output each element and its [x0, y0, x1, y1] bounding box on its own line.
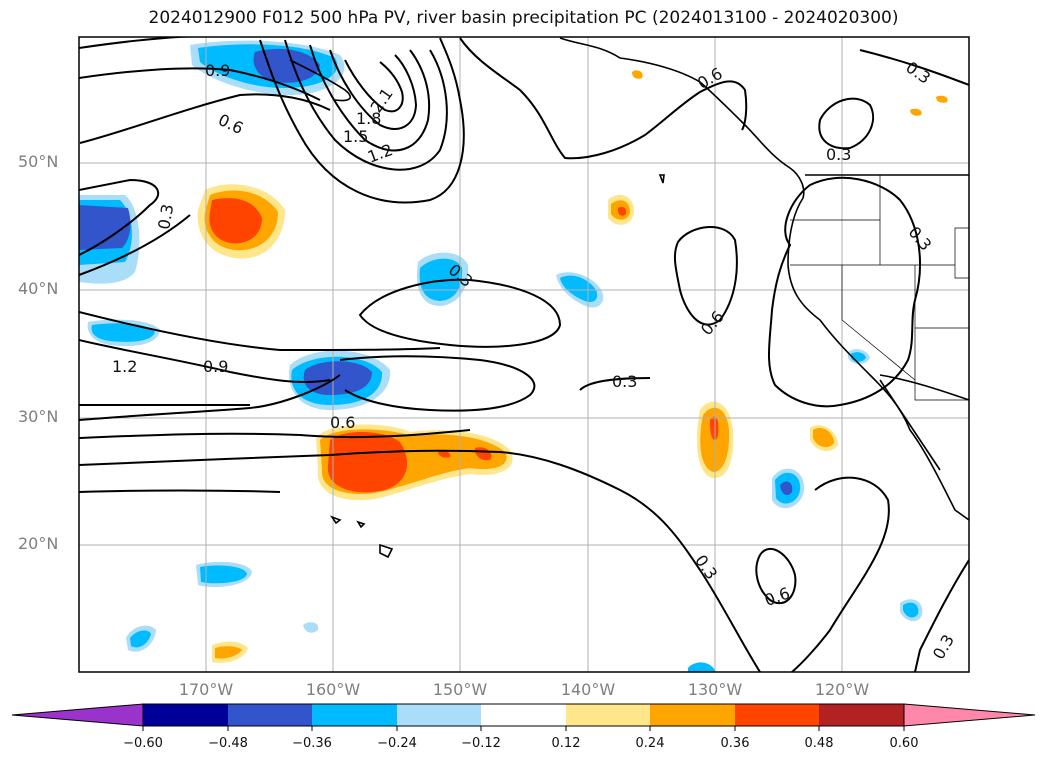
- colorbar-extend-low: [11, 703, 144, 727]
- contour-label: 1.8: [356, 109, 381, 128]
- colorbar-segment: [312, 704, 397, 726]
- lon-label-160w: 160°W: [305, 680, 361, 699]
- state-borders: [790, 175, 969, 401]
- colorbar-segment: [143, 704, 228, 726]
- lat-label-40n: 40°N: [18, 279, 59, 298]
- contour-label: 0.3: [154, 203, 177, 231]
- contour-label: 0.3: [612, 372, 637, 391]
- colorbar-segment: [228, 704, 312, 726]
- colorbar-tick-label: −0.60: [123, 736, 163, 751]
- lon-label-120w: 120°W: [814, 680, 870, 699]
- colorbar-tick-label: 0.24: [635, 736, 665, 751]
- colorbar-extend-high: [903, 703, 1036, 727]
- colorbar-segment: [650, 704, 735, 726]
- colorbar-tick-label: 0.60: [889, 736, 919, 751]
- colorbar-tick-label: 0.36: [720, 736, 750, 751]
- colorbar-tick-label: 0.48: [804, 736, 834, 751]
- contour-label: 0.9: [205, 61, 230, 80]
- contour-label: 0.6: [762, 583, 792, 610]
- colorbar-segment: [819, 704, 904, 726]
- lat-label-50n: 50°N: [18, 152, 59, 171]
- lon-label-150w: 150°W: [432, 680, 488, 699]
- colorbar-segment: [397, 704, 481, 726]
- colorbar: [11, 703, 1036, 731]
- lon-label-130w: 130°W: [687, 680, 743, 699]
- contour-label: 0.6: [330, 413, 355, 432]
- lat-label-30n: 30°N: [18, 407, 59, 426]
- pv-contours: [79, 37, 969, 672]
- contour-label: 0.3: [691, 551, 721, 583]
- map-title: 2024012900 F012 500 hPa PV, river basin …: [148, 8, 899, 28]
- colorbar-segment: [566, 704, 650, 726]
- coastlines: [289, 37, 969, 559]
- contour-label: 1.2: [112, 357, 137, 376]
- map-frame: [78, 36, 970, 673]
- contour-label: 0.6: [697, 307, 728, 339]
- colorbar-segment: [735, 704, 819, 726]
- contour-label: 0.3: [905, 223, 936, 255]
- colorbar-tick-label: −0.12: [461, 736, 501, 751]
- contour-label: 0.6: [215, 110, 246, 138]
- lon-label-170w: 170°W: [178, 680, 234, 699]
- colorbar-tick-label: −0.36: [292, 736, 332, 751]
- map-panel: 0.9 0.6 2.1 1.8 1.5 1.2 0.3 0.3 1.2 0.9 …: [79, 37, 969, 672]
- contour-label: 0.3: [826, 145, 851, 164]
- colorbar-tick-label: 0.12: [551, 736, 581, 751]
- contour-label: 1.5: [343, 127, 368, 146]
- lat-label-20n: 20°N: [18, 534, 59, 553]
- contour-label: 0.9: [203, 357, 228, 376]
- colorbar-segment: [481, 704, 566, 726]
- contour-label: 0.3: [902, 58, 934, 88]
- colorbar-tick-label: −0.48: [208, 736, 248, 751]
- contour-label: 0.3: [929, 631, 958, 663]
- lon-label-140w: 140°W: [560, 680, 616, 699]
- contour-label: 0.6: [694, 64, 726, 93]
- colorbar-tick-label: −0.24: [377, 736, 417, 751]
